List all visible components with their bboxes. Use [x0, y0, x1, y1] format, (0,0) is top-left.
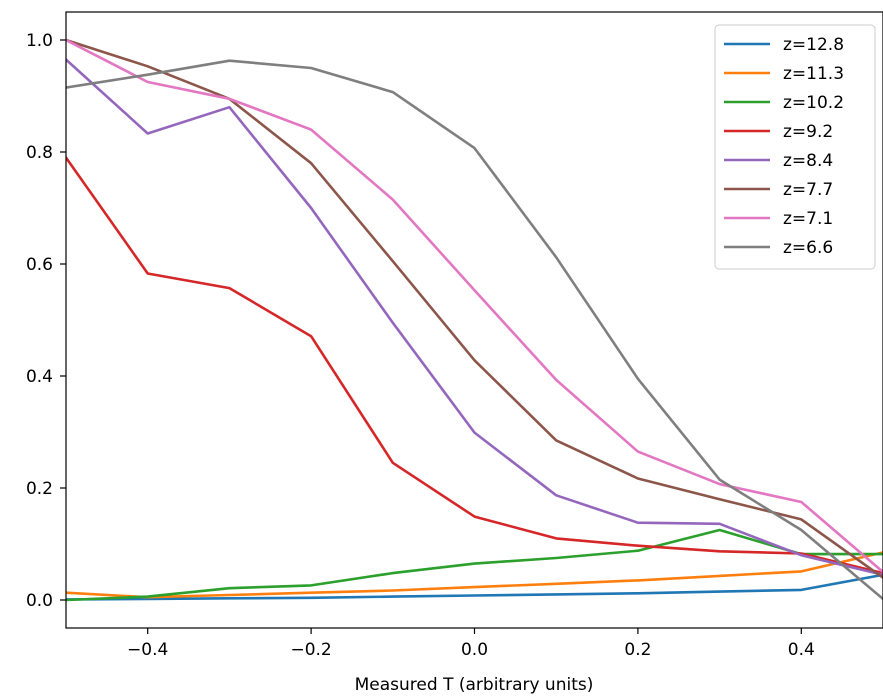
y-tick-label: 0.0: [26, 591, 53, 611]
x-tick-label: 0.4: [788, 640, 815, 660]
y-tick-label: 1.0: [26, 31, 53, 51]
legend: z=12.8 z=11.3 z=10.2 z=9.2 z=8.4 z=7.7 z=7.1 z=…: [715, 25, 875, 269]
y-tick-label: 0.2: [26, 479, 53, 499]
x-tick-label: 0.2: [624, 640, 651, 660]
x-axis-label: Measured T (arbitrary units): [355, 675, 594, 695]
legend-label: z=7.7: [783, 180, 833, 200]
y-tick-label: 0.4: [26, 367, 53, 387]
y-tick-label: 0.8: [26, 143, 53, 163]
x-tick-label: −0.2: [290, 640, 331, 660]
x-tick-label: −0.4: [127, 640, 168, 660]
legend-label: z=10.2: [783, 93, 844, 113]
legend-label: z=7.1: [783, 209, 833, 229]
y-tick-label: 0.6: [26, 255, 53, 275]
legend-label: z=8.4: [783, 151, 833, 171]
legend-label: z=9.2: [783, 122, 833, 142]
legend-label: z=12.8: [783, 35, 844, 55]
legend-box: [715, 25, 875, 269]
x-tick-label: 0.0: [461, 640, 488, 660]
legend-label: z=6.6: [783, 238, 833, 258]
legend-label: z=11.3: [783, 64, 844, 84]
